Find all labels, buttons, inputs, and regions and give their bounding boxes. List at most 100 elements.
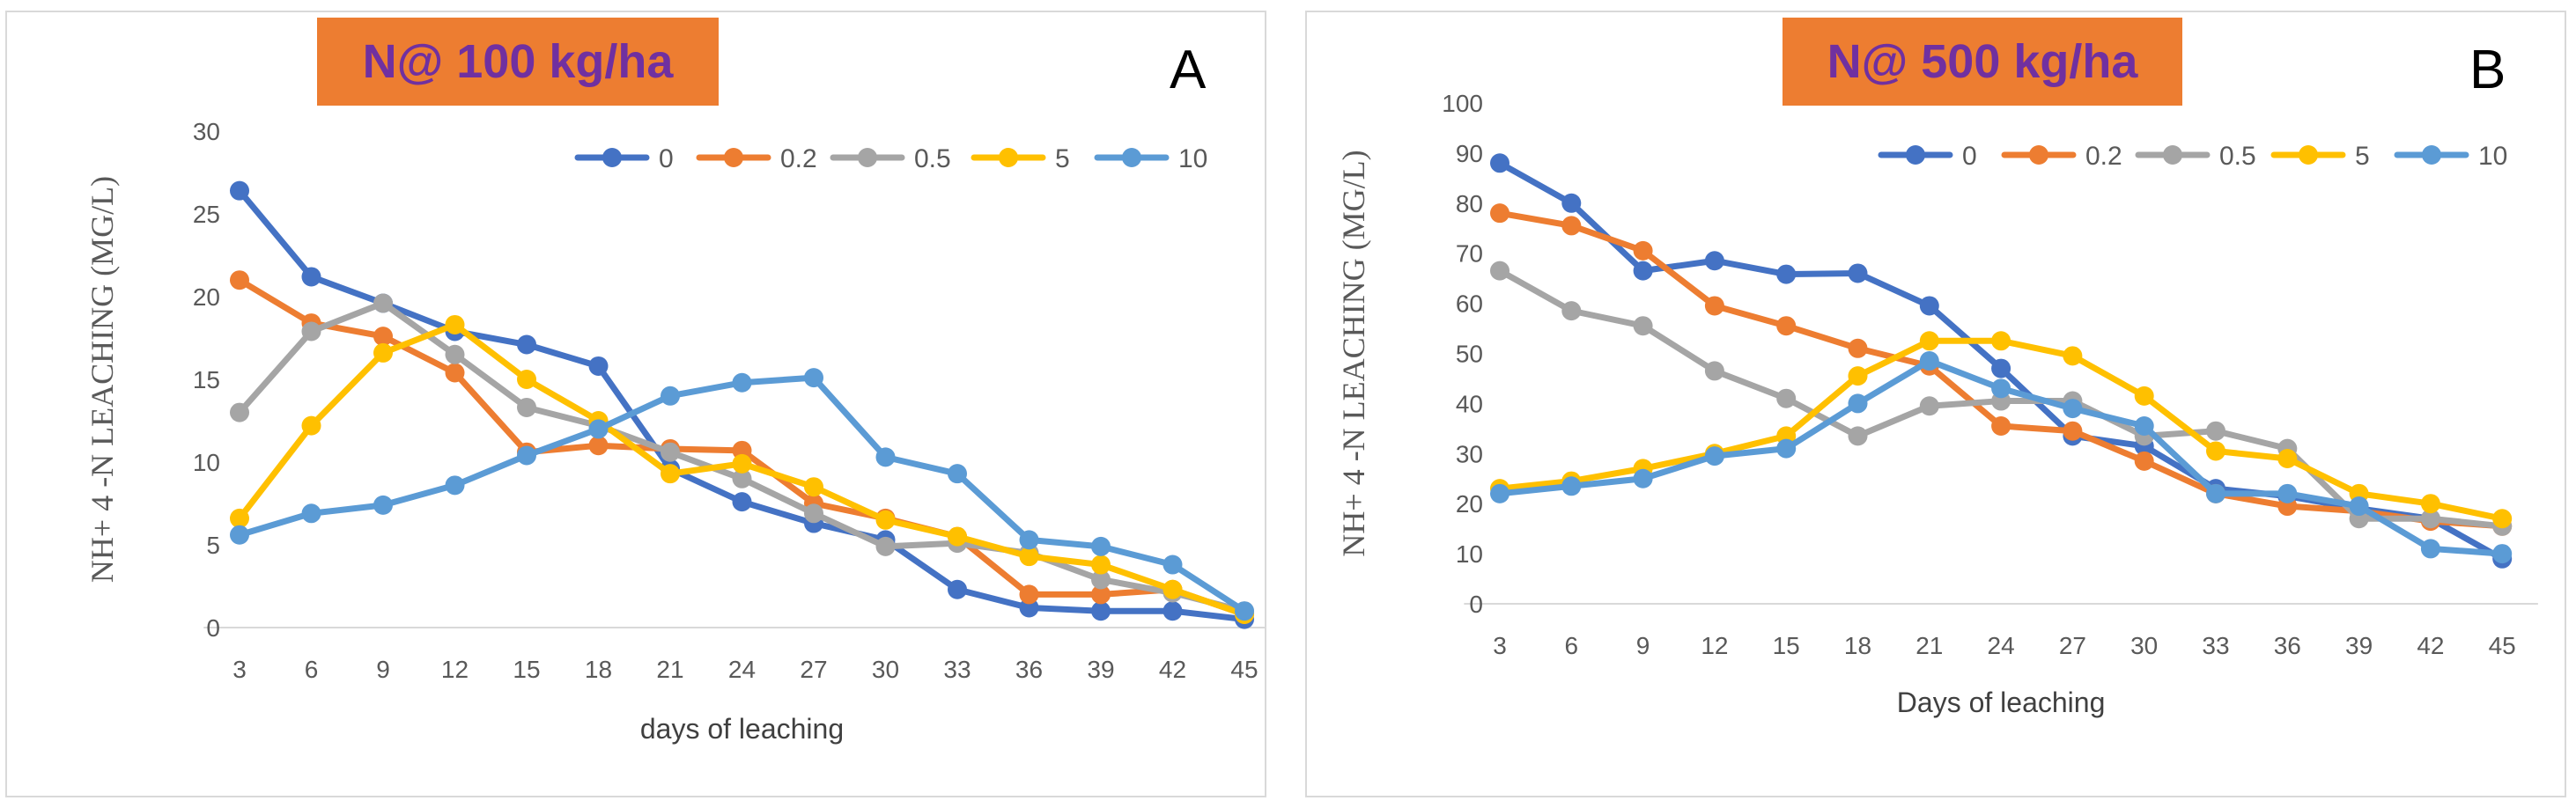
x-tick-label-a: 18 <box>585 656 612 683</box>
x-tick-label-a: 15 <box>513 656 540 683</box>
data-point-a-10 <box>1019 530 1039 550</box>
x-tick-label-a: 3 <box>233 656 247 683</box>
data-point-a-0_2 <box>373 327 393 347</box>
data-point-a-0_5 <box>875 536 896 556</box>
data-point-b-5 <box>2134 386 2154 406</box>
data-point-b-0 <box>1776 264 1797 284</box>
y-tick-label-b: 0 <box>1469 591 1483 618</box>
data-point-b-5 <box>1991 331 2011 351</box>
data-point-a-5 <box>732 453 752 474</box>
x-tick-label-a: 9 <box>376 656 390 683</box>
data-point-b-10 <box>2134 416 2154 437</box>
data-point-a-5 <box>875 510 896 530</box>
data-point-b-0_5 <box>1490 261 1509 281</box>
legend-marker-b <box>1906 145 1925 165</box>
data-point-b-5 <box>2063 346 2083 366</box>
x-tick-label-a: 33 <box>943 656 971 683</box>
data-point-a-10 <box>301 503 321 524</box>
y-tick-label-b: 90 <box>1456 140 1483 167</box>
y-tick-label-b: 30 <box>1456 440 1483 467</box>
panel-letter-b: B <box>2469 40 2506 100</box>
data-point-a-0_2 <box>1019 584 1039 605</box>
data-point-a-10 <box>588 419 609 439</box>
data-point-a-0 <box>301 267 321 287</box>
data-point-b-0_5 <box>1633 316 1653 336</box>
data-point-b-0 <box>1919 296 1939 316</box>
data-point-a-0_2 <box>1091 584 1111 605</box>
x-tick-label-b: 15 <box>1773 632 1800 659</box>
y-tick-label-a: 20 <box>193 283 220 311</box>
y-tick-label-b: 50 <box>1456 341 1483 368</box>
legend-label-a: 5 <box>1055 144 1070 173</box>
data-point-a-10 <box>948 464 967 484</box>
data-point-b-0_5 <box>1704 361 1724 381</box>
legend-marker-a <box>858 148 877 167</box>
data-point-a-5 <box>445 314 465 334</box>
x-tick-label-a: 21 <box>656 656 683 683</box>
data-point-a-0 <box>517 334 536 355</box>
legend-marker-b <box>2163 145 2182 165</box>
data-point-a-0_5 <box>661 442 680 462</box>
x-axis-title-a: days of leaching <box>640 713 844 745</box>
data-point-b-5 <box>2420 494 2440 514</box>
data-point-b-0_5 <box>1848 426 1868 446</box>
data-point-b-0_5 <box>1561 301 1582 321</box>
x-axis-title-b: Days of leaching <box>1897 687 2106 718</box>
data-point-a-0 <box>732 492 752 512</box>
data-point-a-10 <box>875 447 896 467</box>
y-tick-label-b: 40 <box>1456 390 1483 417</box>
legend-label-a: 0.2 <box>780 144 817 173</box>
data-point-a-0 <box>230 180 249 201</box>
legend-marker-a <box>999 148 1018 167</box>
data-point-a-10 <box>1091 536 1111 556</box>
chart-panel-a: N@ 100 kg/ha A 0 5 10 15 20 25 30 3 6 9 12 15 18 21 24… <box>5 11 1266 797</box>
data-point-b-10 <box>2206 483 2225 503</box>
data-point-a-5 <box>373 342 393 363</box>
data-point-b-0_2 <box>1561 216 1582 236</box>
data-point-b-10 <box>1490 483 1509 503</box>
legend-marker-a <box>1122 148 1141 167</box>
data-point-b-0_5 <box>2206 421 2225 441</box>
data-point-a-0_5 <box>373 293 393 313</box>
data-point-b-0_5 <box>1776 388 1797 408</box>
x-tick-label-b: 45 <box>2489 632 2516 659</box>
legend-marker-b <box>2422 145 2441 165</box>
legend-marker-a <box>602 148 622 167</box>
data-point-a-10 <box>517 445 536 466</box>
legend-label-b: 0.5 <box>2219 142 2256 171</box>
data-point-a-5 <box>661 464 680 484</box>
data-point-a-5 <box>804 477 823 497</box>
data-point-b-10 <box>1919 351 1939 371</box>
data-point-a-5 <box>517 370 536 389</box>
data-point-a-0_2 <box>732 440 752 460</box>
data-point-b-0 <box>1704 251 1724 271</box>
x-tick-label-a: 27 <box>800 656 827 683</box>
x-tick-label-b: 18 <box>1844 632 1871 659</box>
data-point-b-0 <box>1490 153 1509 173</box>
data-point-a-0_5 <box>301 321 321 342</box>
y-tick-label-a: 15 <box>193 366 220 393</box>
chart-panel-b: N@ 500 kg/ha B 0 10 20 30 40 50 60 70 80 90 100 3 6 9… <box>1305 11 2566 797</box>
data-point-a-5 <box>1163 579 1183 599</box>
data-point-a-0 <box>1091 601 1111 621</box>
data-point-a-0_2 <box>230 270 249 290</box>
data-point-a-0 <box>1019 598 1039 618</box>
data-point-b-0_5 <box>2420 509 2440 529</box>
data-point-a-0 <box>588 356 609 376</box>
data-point-b-10 <box>2420 539 2440 559</box>
data-point-a-5 <box>301 415 321 436</box>
data-point-b-10 <box>2063 399 2083 419</box>
legend-label-b: 10 <box>2478 142 2507 171</box>
y-tick-label-a: 5 <box>206 532 220 559</box>
data-point-a-0_5 <box>445 344 465 364</box>
x-tick-label-b: 39 <box>2345 632 2373 659</box>
data-point-b-5 <box>1848 366 1868 386</box>
chart-title-a: N@ 100 kg/ha <box>317 18 719 106</box>
data-point-b-5 <box>2206 441 2225 461</box>
data-point-b-0 <box>1633 261 1653 281</box>
data-point-b-0 <box>1991 358 2011 378</box>
data-point-b-10 <box>1561 476 1582 496</box>
data-point-b-10 <box>1776 438 1797 459</box>
